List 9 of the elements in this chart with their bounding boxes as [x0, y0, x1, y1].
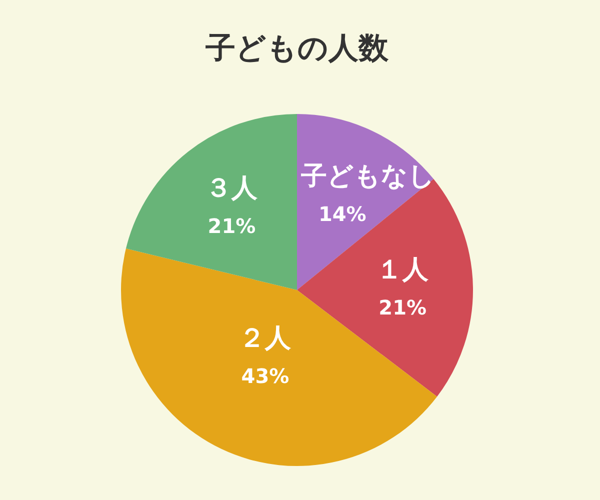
data-label: 21%: [208, 214, 256, 238]
slice-label: １人: [376, 255, 430, 286]
slice-label: ３人: [206, 174, 259, 204]
data-label: 14%: [318, 202, 366, 226]
slice-label: ２人: [239, 323, 292, 354]
data-label: 43%: [241, 364, 290, 388]
slice-label: 子どもなし: [300, 161, 435, 192]
data-label: 21%: [378, 296, 427, 320]
chart-title: 子どもの人数: [204, 30, 390, 66]
